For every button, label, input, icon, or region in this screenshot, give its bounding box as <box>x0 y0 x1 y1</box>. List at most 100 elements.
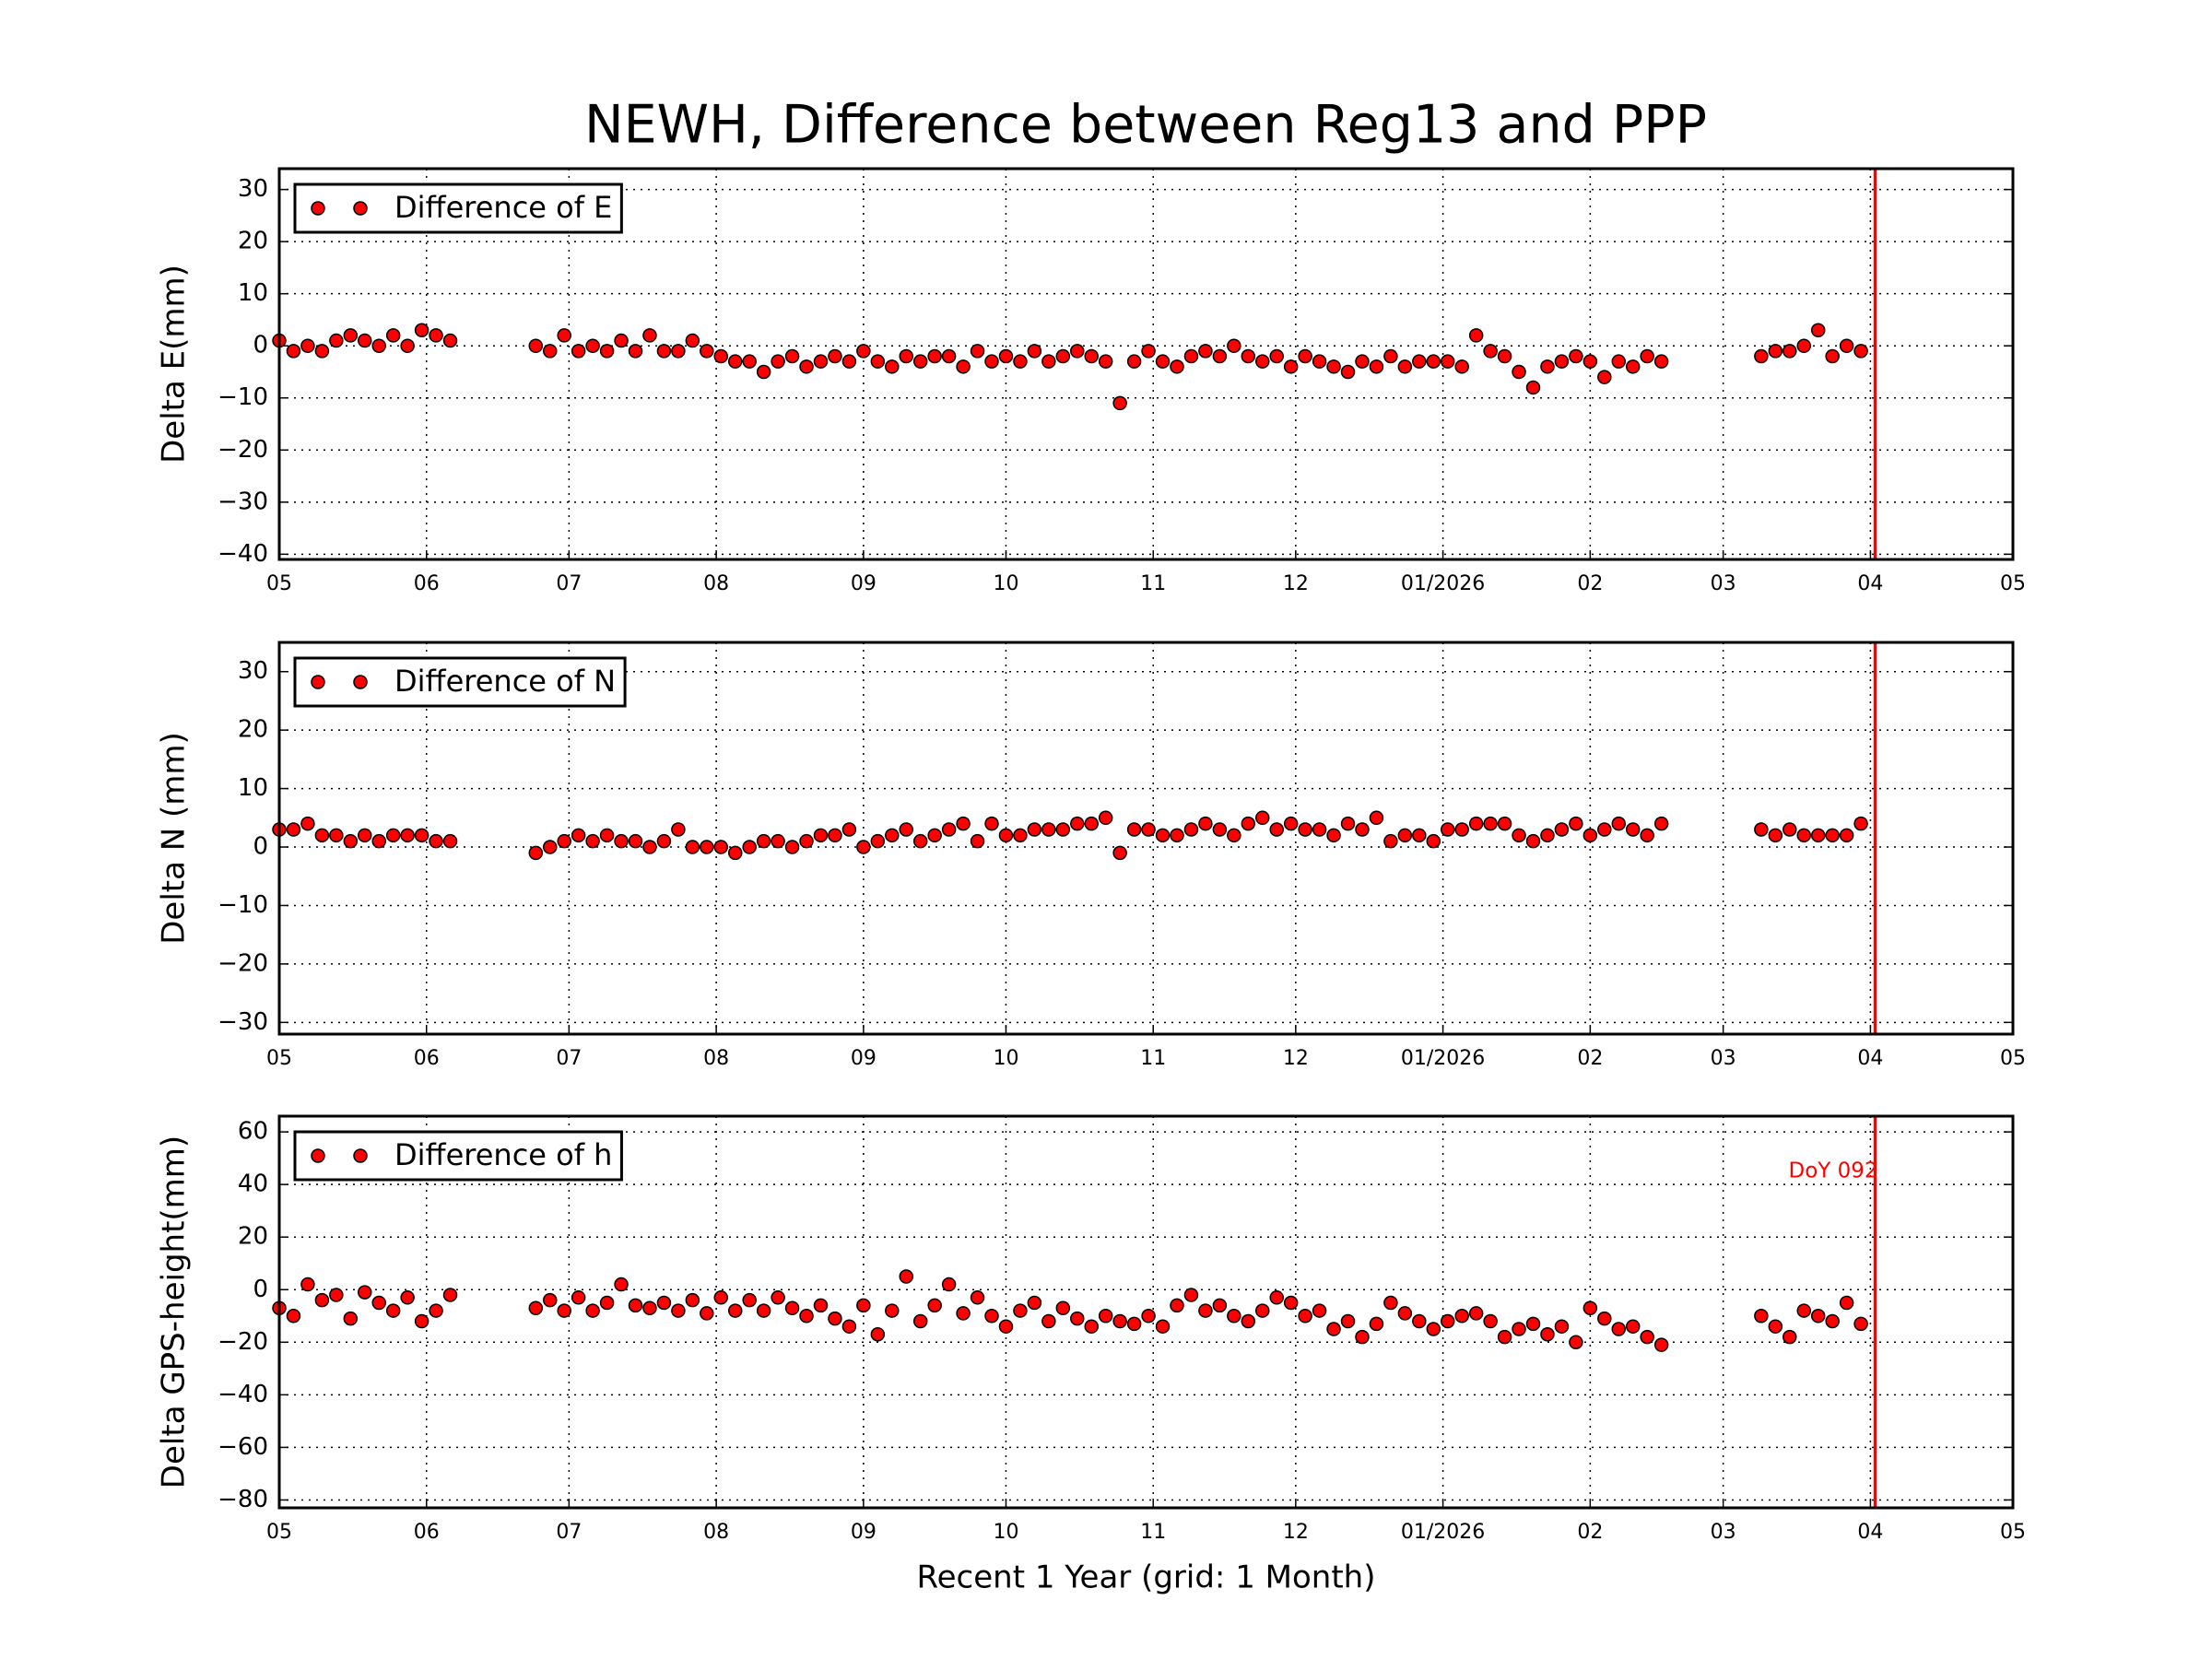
data-point <box>841 1319 857 1334</box>
data-point <box>1768 344 1783 359</box>
data-point <box>927 828 942 843</box>
data-point <box>998 348 1014 364</box>
data-point <box>1041 822 1056 837</box>
data-point <box>1255 1303 1270 1318</box>
data-point <box>984 354 999 369</box>
data-point <box>1454 359 1469 374</box>
data-point <box>1312 354 1327 369</box>
data-point <box>1440 1313 1455 1329</box>
data-point <box>828 1311 842 1326</box>
legend-marker <box>311 675 325 689</box>
x-tick-label: 07 <box>556 572 582 595</box>
x-tick-label: 01/2026 <box>1401 572 1485 595</box>
data-point <box>557 1303 571 1318</box>
data-point <box>771 354 785 369</box>
data-point <box>571 828 586 843</box>
data-point <box>1084 816 1099 831</box>
data-point <box>1640 828 1654 843</box>
data-point <box>1825 1313 1840 1329</box>
y-tick-label: −20 <box>218 949 268 977</box>
data-point <box>585 833 600 849</box>
data-point <box>1041 354 1056 369</box>
data-point <box>1611 1322 1627 1336</box>
data-point <box>1512 1322 1526 1336</box>
data-point <box>1170 828 1184 843</box>
data-point <box>628 344 643 359</box>
x-tick-label: 04 <box>1857 572 1883 595</box>
data-point <box>571 1290 586 1305</box>
legend: Difference of E <box>293 182 623 234</box>
data-point <box>1383 348 1398 364</box>
data-point <box>1269 822 1284 837</box>
data-point <box>1512 828 1526 843</box>
data-point <box>1241 816 1256 831</box>
data-point <box>1027 1295 1042 1311</box>
x-tick-label: 09 <box>851 572 877 595</box>
data-point <box>784 348 800 364</box>
data-point <box>1497 1329 1512 1345</box>
data-point <box>956 1306 971 1321</box>
data-point <box>927 348 942 364</box>
data-point <box>1468 816 1484 831</box>
legend-label: Difference of N <box>394 664 616 699</box>
data-point <box>856 344 871 359</box>
legend-marker <box>311 1148 325 1163</box>
data-point <box>1839 338 1854 353</box>
data-point <box>1810 828 1826 843</box>
data-point <box>713 1290 729 1305</box>
data-point <box>1839 828 1854 843</box>
x-tick-label: 04 <box>1857 1521 1883 1544</box>
data-point <box>1084 1319 1099 1334</box>
data-point <box>1412 1313 1427 1329</box>
data-point <box>742 840 757 854</box>
data-point <box>1483 1313 1498 1329</box>
data-point <box>1540 359 1555 374</box>
data-point <box>1454 1309 1469 1324</box>
data-point <box>1326 359 1341 374</box>
data-point <box>1369 1316 1384 1332</box>
x-axis-label: Recent 1 Year (grid: 1 Month) <box>917 1559 1376 1596</box>
data-point <box>1298 348 1312 364</box>
data-point <box>442 1288 458 1302</box>
y-tick-label: 0 <box>253 332 268 359</box>
data-point <box>784 840 800 854</box>
data-point <box>685 840 700 854</box>
data-point <box>414 1313 429 1329</box>
data-point <box>1497 348 1512 364</box>
data-point <box>1227 338 1241 353</box>
data-point <box>1126 354 1142 369</box>
data-point <box>1796 338 1811 353</box>
y-tick-label: −40 <box>218 540 268 568</box>
data-point <box>984 816 999 831</box>
data-point <box>656 344 672 359</box>
data-point <box>1853 1316 1868 1332</box>
plot-frame <box>277 167 2015 561</box>
data-point <box>314 1292 330 1308</box>
data-point <box>927 1298 942 1313</box>
data-point <box>1597 822 1612 837</box>
data-point <box>1440 354 1455 369</box>
data-point <box>343 833 359 849</box>
data-point <box>1754 1309 1769 1324</box>
data-point <box>1397 359 1413 374</box>
data-point <box>885 359 900 374</box>
data-point <box>528 338 544 353</box>
data-point <box>1525 1316 1541 1332</box>
data-point <box>1540 828 1555 843</box>
data-point <box>1198 816 1213 831</box>
x-tick-label: 11 <box>1140 1521 1166 1544</box>
annotation: DoY 092 <box>1789 1159 1878 1183</box>
data-point <box>442 833 458 849</box>
data-point <box>1112 1313 1127 1329</box>
data-point <box>1597 370 1612 384</box>
data-point <box>912 833 928 849</box>
data-point <box>813 354 829 369</box>
data-point <box>1569 348 1583 364</box>
data-point <box>1369 359 1384 374</box>
data-point <box>1483 816 1498 831</box>
x-tick-label: 12 <box>1283 1521 1309 1544</box>
y-tick-label: −60 <box>218 1433 268 1461</box>
data-point <box>628 1298 643 1313</box>
data-point <box>1554 354 1570 369</box>
